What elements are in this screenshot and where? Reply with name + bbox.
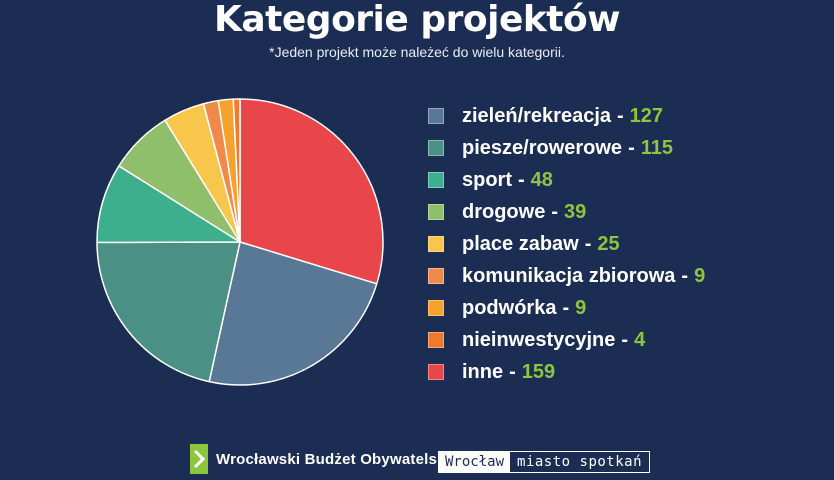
legend-swatch <box>428 108 444 124</box>
chevron-right-icon <box>190 444 208 474</box>
legend-item: place zabaw -25 <box>428 228 705 260</box>
legend-item: komunikacja zbiorowa -9 <box>428 260 705 292</box>
legend-value: 9 <box>694 264 706 287</box>
legend-item: zieleń/rekreacja -127 <box>428 100 705 132</box>
legend-separator: - <box>617 104 624 127</box>
legend-swatch <box>428 332 444 348</box>
legend-value: 159 <box>521 360 556 383</box>
legend-separator: - <box>509 360 516 383</box>
legend: zieleń/rekreacja -127 piesze/rowerowe -115 s… <box>428 100 705 388</box>
wroclaw-logo-name: Wrocław <box>439 452 511 472</box>
pie-slice-inne <box>239 98 384 285</box>
legend-value: 39 <box>564 200 587 223</box>
legend-label: zieleń/rekreacja <box>462 104 611 127</box>
legend-swatch <box>428 204 444 220</box>
legend-swatch <box>428 140 444 156</box>
legend-swatch <box>428 300 444 316</box>
legend-label: sport <box>462 168 512 191</box>
legend-item: inne -159 <box>428 356 705 388</box>
pie-slice-nieinwestycyjne <box>232 98 241 243</box>
legend-separator: - <box>584 232 592 255</box>
legend-swatch <box>428 268 444 284</box>
wroclaw-logo: Wrocław miasto spotkań <box>438 451 651 473</box>
legend-swatch <box>428 364 444 380</box>
legend-item: sport -48 <box>428 164 705 196</box>
legend-value: 9 <box>575 296 587 319</box>
legend-label: piesze/rowerowe <box>462 136 623 159</box>
chart-title: Kategorie projektów <box>213 0 621 40</box>
legend-label: nieinwestycyjne <box>462 328 616 351</box>
legend-value: 4 <box>634 328 646 351</box>
legend-label: inne <box>462 360 504 383</box>
legend-value: 127 <box>629 104 664 127</box>
legend-separator: - <box>551 200 559 223</box>
legend-swatch <box>428 172 444 188</box>
legend-value: 115 <box>640 136 673 159</box>
pie-slice-sport <box>96 165 241 244</box>
legend-label: podwórka <box>462 296 557 319</box>
pie-slice-ziele-rekreacja <box>208 241 378 386</box>
legend-label: komunikacja zbiorowa <box>462 264 676 287</box>
chart-subtitle: *Jeden projekt może należeć do wielu kat… <box>269 44 565 60</box>
legend-label: place zabaw <box>462 232 579 255</box>
legend-separator: - <box>562 296 570 319</box>
wbo-logo: Wrocławski Budżet Obywatelski <box>190 444 450 474</box>
legend-label: drogowe <box>462 200 546 223</box>
legend-item: drogowe -39 <box>428 196 705 228</box>
pie-chart <box>96 98 384 386</box>
legend-item: piesze/rowerowe -115 <box>428 132 705 164</box>
legend-item: nieinwestycyjne -4 <box>428 324 705 356</box>
legend-separator: - <box>621 328 629 351</box>
legend-item: podwórka -9 <box>428 292 705 324</box>
legend-value: 25 <box>597 232 620 255</box>
wroclaw-logo-tagline: miasto spotkań <box>517 454 643 470</box>
legend-separator: - <box>628 136 635 159</box>
legend-separator: - <box>518 168 525 191</box>
pie-slice-piesze-rowerowe <box>96 241 241 383</box>
legend-swatch <box>428 236 444 252</box>
wbo-logo-text: Wrocławski Budżet Obywatelski <box>216 450 450 468</box>
legend-separator: - <box>681 264 689 287</box>
legend-value: 48 <box>530 168 553 191</box>
